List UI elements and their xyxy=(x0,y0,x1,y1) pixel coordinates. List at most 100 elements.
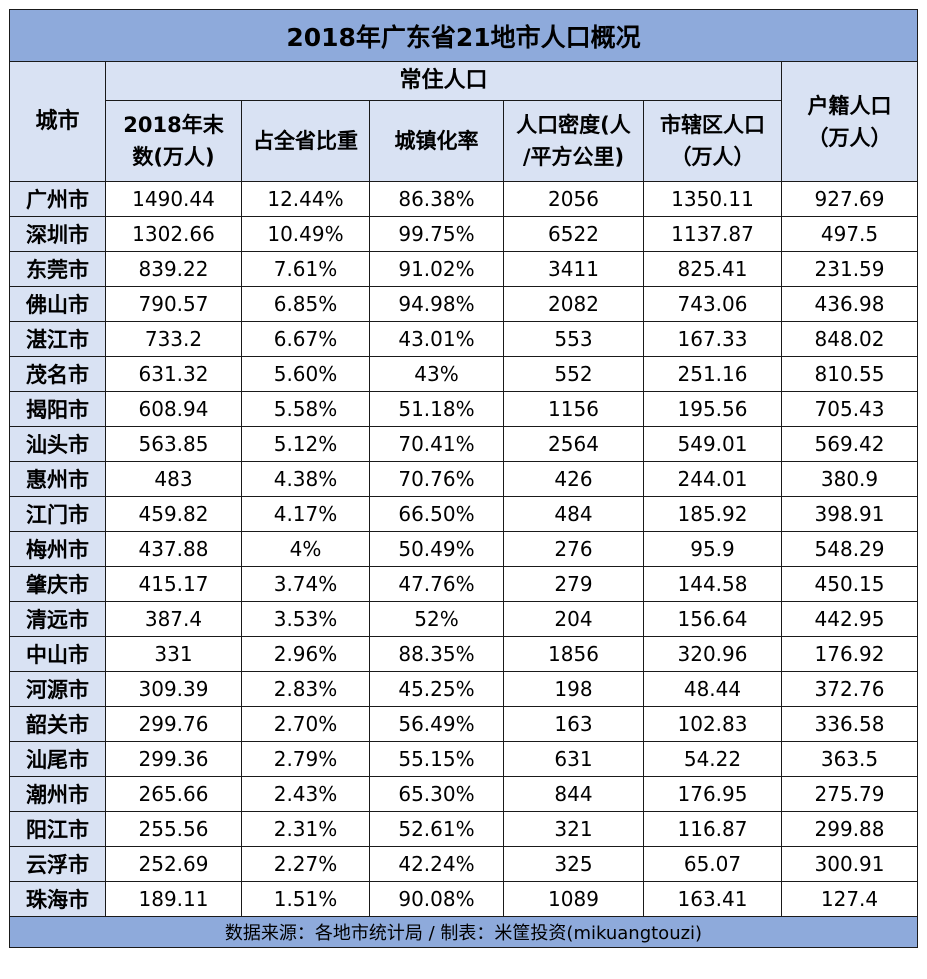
cell-population-density: 426 xyxy=(503,461,644,497)
cell-province-share: 5.58% xyxy=(241,391,370,427)
cell-registered-population: 380.9 xyxy=(780,461,919,497)
cell-district-population: 1350.11 xyxy=(643,181,782,217)
cell-registered-population: 363.5 xyxy=(780,741,919,777)
cell-province-share: 7.61% xyxy=(241,251,370,287)
cell-year-end-population: 631.32 xyxy=(105,356,242,392)
cell-urbanization-rate: 42.24% xyxy=(369,846,504,882)
cell-year-end-population: 483 xyxy=(105,461,242,497)
table-row: 中山市 331 2.96% 88.35% 1856 320.96 176.92 xyxy=(9,636,919,672)
cell-population-density: 6522 xyxy=(503,216,644,252)
cell-year-end-population: 1302.66 xyxy=(105,216,242,252)
cell-registered-population: 300.91 xyxy=(780,846,919,882)
table-row: 惠州市 483 4.38% 70.76% 426 244.01 380.9 xyxy=(9,461,919,497)
cell-urbanization-rate: 51.18% xyxy=(369,391,504,427)
cell-registered-population: 848.02 xyxy=(780,321,919,357)
cell-city: 云浮市 xyxy=(9,846,106,882)
cell-province-share: 4.17% xyxy=(241,496,370,532)
table-footer-source: 数据来源：各地市统计局 / 制表：米筐投资(mikuangtouzi) xyxy=(8,916,919,948)
cell-city: 广州市 xyxy=(9,181,106,217)
cell-district-population: 167.33 xyxy=(643,321,782,357)
cell-city: 湛江市 xyxy=(9,321,106,357)
cell-district-population: 144.58 xyxy=(643,566,782,602)
cell-province-share: 2.31% xyxy=(241,811,370,847)
cell-city: 珠海市 xyxy=(9,881,106,917)
cell-city: 汕尾市 xyxy=(9,741,106,777)
header-registered-line-2: （万人） xyxy=(807,125,892,150)
cell-province-share: 3.74% xyxy=(241,566,370,602)
table-row: 江门市 459.82 4.17% 66.50% 484 185.92 398.91 xyxy=(9,496,919,532)
cell-population-density: 163 xyxy=(503,706,644,742)
cell-district-population: 102.83 xyxy=(643,706,782,742)
table-row: 广州市 1490.44 12.44% 86.38% 2056 1350.11 927.69 xyxy=(9,181,919,217)
table-row: 潮州市 265.66 2.43% 65.30% 844 176.95 275.79 xyxy=(9,776,919,812)
cell-registered-population: 810.55 xyxy=(780,356,919,392)
table-row: 阳江市 255.56 2.31% 52.61% 321 116.87 299.88 xyxy=(9,811,919,847)
cell-population-density: 3411 xyxy=(503,251,644,287)
cell-year-end-population: 252.69 xyxy=(105,846,242,882)
table-row: 揭阳市 608.94 5.58% 51.18% 1156 195.56 705.43 xyxy=(9,391,919,427)
cell-district-population: 825.41 xyxy=(643,251,782,287)
header-line: 数(万人) xyxy=(132,145,215,169)
cell-population-density: 279 xyxy=(503,566,644,602)
cell-district-population: 549.01 xyxy=(643,426,782,462)
header-line: /平方公里) xyxy=(522,145,625,169)
cell-population-density: 844 xyxy=(503,776,644,812)
header-line: 市辖区人口 xyxy=(660,113,765,137)
cell-year-end-population: 299.76 xyxy=(105,706,242,742)
cell-urbanization-rate: 43.01% xyxy=(369,321,504,357)
cell-city: 东莞市 xyxy=(9,251,106,287)
cell-urbanization-rate: 65.30% xyxy=(369,776,504,812)
cell-province-share: 2.79% xyxy=(241,741,370,777)
cell-province-share: 2.70% xyxy=(241,706,370,742)
cell-province-share: 5.12% xyxy=(241,426,370,462)
cell-year-end-population: 265.66 xyxy=(105,776,242,812)
table-row: 茂名市 631.32 5.60% 43% 552 251.16 810.55 xyxy=(9,356,919,392)
cell-district-population: 116.87 xyxy=(643,811,782,847)
cell-year-end-population: 1490.44 xyxy=(105,181,242,217)
cell-district-population: 156.64 xyxy=(643,601,782,637)
header-district-population: 市辖区人口 （万人） xyxy=(643,100,782,182)
cell-district-population: 185.92 xyxy=(643,496,782,532)
table-row: 梅州市 437.88 4% 50.49% 276 95.9 548.29 xyxy=(9,531,919,567)
cell-population-density: 1156 xyxy=(503,391,644,427)
table-row: 深圳市 1302.66 10.49% 99.75% 6522 1137.87 497.5 xyxy=(9,216,919,252)
cell-year-end-population: 459.82 xyxy=(105,496,242,532)
cell-urbanization-rate: 99.75% xyxy=(369,216,504,252)
cell-city: 汕头市 xyxy=(9,426,106,462)
cell-registered-population: 927.69 xyxy=(780,181,919,217)
cell-registered-population: 176.92 xyxy=(780,636,919,672)
cell-urbanization-rate: 50.49% xyxy=(369,531,504,567)
cell-district-population: 320.96 xyxy=(643,636,782,672)
cell-province-share: 2.96% xyxy=(241,636,370,672)
cell-urbanization-rate: 70.41% xyxy=(369,426,504,462)
cell-year-end-population: 299.36 xyxy=(105,741,242,777)
table-row: 云浮市 252.69 2.27% 42.24% 325 65.07 300.91 xyxy=(9,846,919,882)
cell-urbanization-rate: 86.38% xyxy=(369,181,504,217)
cell-population-density: 325 xyxy=(503,846,644,882)
cell-population-density: 198 xyxy=(503,671,644,707)
table-row: 汕尾市 299.36 2.79% 55.15% 631 54.22 363.5 xyxy=(9,741,919,777)
cell-registered-population: 548.29 xyxy=(780,531,919,567)
cell-province-share: 2.83% xyxy=(241,671,370,707)
cell-population-density: 552 xyxy=(503,356,644,392)
cell-province-share: 1.51% xyxy=(241,881,370,917)
cell-year-end-population: 331 xyxy=(105,636,242,672)
cell-population-density: 204 xyxy=(503,601,644,637)
cell-year-end-population: 563.85 xyxy=(105,426,242,462)
cell-registered-population: 442.95 xyxy=(780,601,919,637)
cell-city: 潮州市 xyxy=(9,776,106,812)
cell-urbanization-rate: 56.49% xyxy=(369,706,504,742)
cell-city: 河源市 xyxy=(9,671,106,707)
header-population-density: 人口密度(人 /平方公里) xyxy=(503,100,644,182)
cell-city: 韶关市 xyxy=(9,706,106,742)
cell-district-population: 251.16 xyxy=(643,356,782,392)
cell-registered-population: 705.43 xyxy=(780,391,919,427)
cell-city: 中山市 xyxy=(9,636,106,672)
cell-year-end-population: 255.56 xyxy=(105,811,242,847)
table-row: 汕头市 563.85 5.12% 70.41% 2564 549.01 569.42 xyxy=(9,426,919,462)
cell-province-share: 4.38% xyxy=(241,461,370,497)
table-row: 湛江市 733.2 6.67% 43.01% 553 167.33 848.02 xyxy=(9,321,919,357)
cell-population-density: 2056 xyxy=(503,181,644,217)
cell-registered-population: 336.58 xyxy=(780,706,919,742)
table-title: 2018年广东省21地市人口概况 xyxy=(8,9,919,62)
